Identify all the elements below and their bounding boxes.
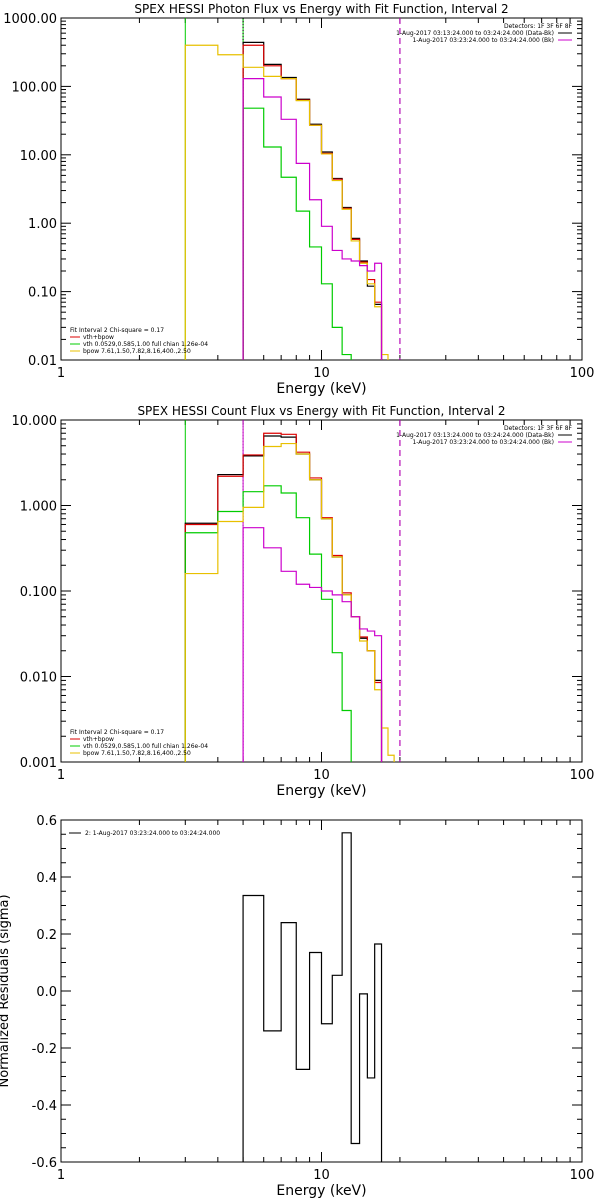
series-step-line <box>184 44 389 360</box>
x-axis-label: Energy (keV) <box>276 1183 366 1199</box>
series-step-line <box>184 435 383 762</box>
x-axis-label: Energy (keV) <box>276 783 366 799</box>
y-axis-ticks <box>61 20 582 361</box>
x-axis-ticks <box>60 820 571 1162</box>
legend-header: Detectors: 1F 3F 6F 8F <box>504 23 573 30</box>
y-tick-label: -0.2 <box>32 1042 57 1057</box>
legend-entry-label: 1-Aug-2017 03:13:24.000 to 03:24:24.000 … <box>396 432 554 439</box>
x-axis-ticks <box>60 420 571 762</box>
y-tick-label: 0.01 <box>28 354 57 369</box>
series-step-line <box>242 107 352 360</box>
y-tick-label: 0.4 <box>36 871 57 886</box>
legend-entry-label: 1-Aug-2017 03:13:24.000 to 03:24:24.000 … <box>396 30 554 37</box>
legend-header: Detectors: 1F 3F 6F 8F <box>504 425 573 432</box>
y-tick-label: 0.001 <box>20 756 57 771</box>
legend-entry-label: 1-Aug-2017 03:23:24.000 to 03:24:24.000 … <box>412 37 554 44</box>
y-axis-ticks <box>61 819 582 1163</box>
x-tick-label: 10 <box>313 366 330 381</box>
y-tick-label: 1.000 <box>20 500 57 515</box>
legend-entry-label: vth 0.0529,0.585,1.00 full chian 1.26e-0… <box>83 743 208 750</box>
count-flux-plot: SPEX HESSI Count Flux vs Energy with Fit… <box>12 404 595 799</box>
legend-entry-label: 2: 1-Aug-2017 03:23:24.000 to 03:24:24.0… <box>85 830 220 837</box>
y-tick-label: 0.010 <box>20 671 57 686</box>
y-tick-label: 0.2 <box>36 928 57 943</box>
chart-title: SPEX HESSI Photon Flux vs Energy with Fi… <box>134 2 508 16</box>
legend-fit-header: Fit Interval 2 Chi-square = 0.17 <box>70 327 164 334</box>
y-tick-label: 10.000 <box>12 414 58 429</box>
y-tick-label: -0.6 <box>32 1156 57 1171</box>
series-step-line <box>242 527 383 762</box>
legend-entry-label: bpow 7.61,1.50,7.82,8.16,400.,2.50 <box>83 750 191 757</box>
x-axis-ticks <box>60 18 571 360</box>
legend-entry-label: 1-Aug-2017 03:23:24.000 to 03:24:24.000 … <box>412 439 554 446</box>
legend-entry-label: vth+bpow <box>83 334 114 341</box>
x-tick-label: 1 <box>57 768 65 783</box>
data-layer <box>242 832 383 1162</box>
y-tick-label: 0.100 <box>20 585 57 600</box>
x-tick-label: 100 <box>570 768 595 783</box>
y-tick-label: 0.10 <box>28 286 57 301</box>
legend-entry-label: vth 0.0529,0.585,1.00 full chian 1.26e-0… <box>83 341 208 348</box>
series-step-line <box>242 832 383 1162</box>
x-tick-label: 1 <box>57 366 65 381</box>
data-layer <box>184 18 401 360</box>
x-axis-label: Energy (keV) <box>276 381 366 397</box>
chart-title: SPEX HESSI Count Flux vs Energy with Fit… <box>137 404 505 418</box>
y-tick-label: 10.00 <box>20 149 57 164</box>
series-step-line <box>184 432 383 762</box>
x-tick-label: 100 <box>570 1168 595 1183</box>
x-tick-label: 1 <box>57 1168 65 1183</box>
x-tick-label: 10 <box>313 1168 330 1183</box>
data-layer <box>184 420 401 762</box>
y-axis-ticks <box>61 423 582 763</box>
y-tick-label: 0.6 <box>36 814 57 829</box>
legend-entry-label: bpow 7.61,1.50,7.82,8.16,400.,2.50 <box>83 348 191 355</box>
legend-fit-header: Fit Interval 2 Chi-square = 0.17 <box>70 729 164 736</box>
series-step-line <box>242 78 383 360</box>
x-tick-label: 10 <box>313 768 330 783</box>
y-tick-label: 0.0 <box>36 985 57 1000</box>
plot-frame <box>60 17 583 361</box>
x-tick-label: 100 <box>570 366 595 381</box>
y-tick-label: 100.00 <box>12 80 58 95</box>
y-tick-label: -0.4 <box>32 1099 57 1114</box>
y-axis-label: Normalized Residuals (sigma) <box>0 894 12 1087</box>
legend-entry-label: vth+bpow <box>83 736 114 743</box>
y-tick-label: 1000.00 <box>3 12 57 27</box>
residuals-plot: 1 10 100 Energy (keV) -0.6 -0.4 -0.2 0.0 0.2 0.4 0… <box>0 814 594 1199</box>
series-step-line <box>184 485 352 762</box>
y-tick-label: 1.00 <box>28 217 57 232</box>
photon-flux-plot: SPEX HESSI Photon Flux vs Energy with Fi… <box>3 2 594 397</box>
